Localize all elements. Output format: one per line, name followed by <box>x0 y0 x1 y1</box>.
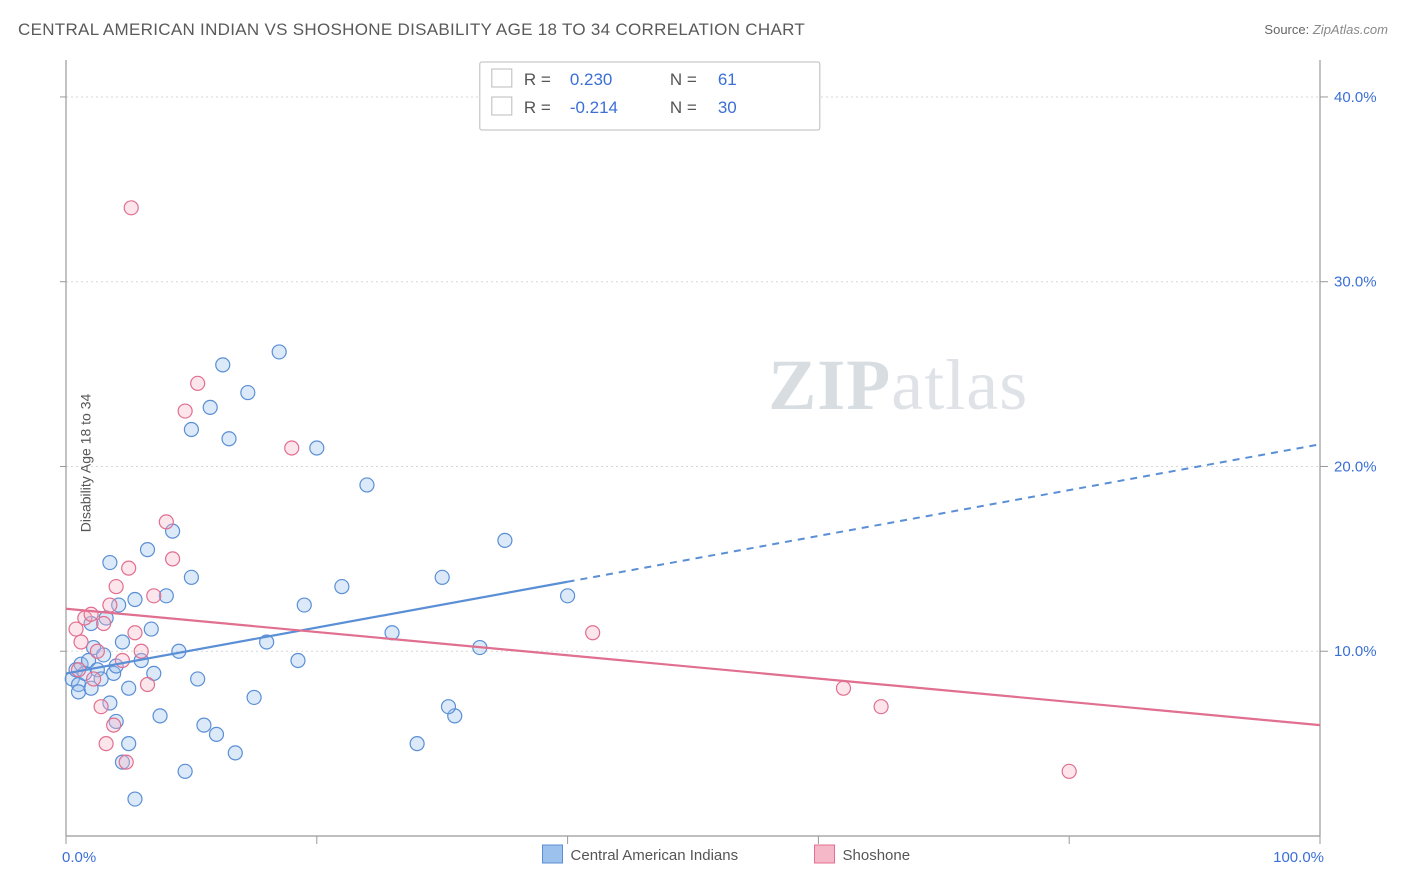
correlation-scatter-chart: ZIPatlas 0.0% 100.0% 10.0% 20.0% 30.0% 40.0% R … <box>18 52 1388 874</box>
stats-r-label: R = <box>524 98 551 117</box>
data-point <box>836 681 850 695</box>
data-point <box>203 400 217 414</box>
stats-n-label: N = <box>670 98 697 117</box>
data-point <box>122 737 136 751</box>
data-point <box>159 589 173 603</box>
data-point <box>178 764 192 778</box>
legend-label: Central American Indians <box>571 847 739 864</box>
stats-r-value: -0.214 <box>570 98 618 117</box>
data-point <box>144 622 158 636</box>
data-point <box>285 441 299 455</box>
source-label: Source: <box>1264 22 1309 37</box>
data-point <box>586 626 600 640</box>
data-point <box>159 515 173 529</box>
data-point <box>141 543 155 557</box>
x-tick-label: 100.0% <box>1273 849 1324 866</box>
data-point <box>153 709 167 723</box>
data-point <box>90 644 104 658</box>
data-point <box>141 677 155 691</box>
data-point <box>97 617 111 631</box>
data-point <box>435 570 449 584</box>
data-point <box>84 607 98 621</box>
data-point <box>72 685 86 699</box>
stats-r-label: R = <box>524 70 551 89</box>
data-point <box>184 570 198 584</box>
data-point <box>291 653 305 667</box>
data-point <box>191 672 205 686</box>
data-point <box>178 404 192 418</box>
y-tick-label: 20.0% <box>1334 458 1377 475</box>
data-point <box>122 681 136 695</box>
data-point <box>103 598 117 612</box>
data-point <box>107 718 121 732</box>
data-point <box>874 700 888 714</box>
stats-n-value: 61 <box>718 70 737 89</box>
data-point <box>360 478 374 492</box>
chart-title: CENTRAL AMERICAN INDIAN VS SHOSHONE DISA… <box>18 20 805 39</box>
data-point <box>272 345 286 359</box>
y-tick-label: 30.0% <box>1334 274 1377 291</box>
legend-label: Shoshone <box>843 847 911 864</box>
legend-swatch <box>815 845 835 863</box>
regression-line-extrapolated <box>568 444 1320 581</box>
data-point <box>124 201 138 215</box>
data-point <box>191 376 205 390</box>
y-tick-label: 40.0% <box>1334 89 1377 106</box>
data-point <box>99 737 113 751</box>
data-point <box>335 580 349 594</box>
data-point <box>134 644 148 658</box>
stats-swatch <box>492 97 512 115</box>
data-point <box>128 593 142 607</box>
data-point <box>410 737 424 751</box>
data-point <box>122 561 136 575</box>
data-point <box>87 672 101 686</box>
data-point <box>115 653 129 667</box>
data-point <box>216 358 230 372</box>
data-point <box>128 792 142 806</box>
data-point <box>115 635 129 649</box>
data-point <box>103 556 117 570</box>
source-attribution: Source: ZipAtlas.com <box>1264 22 1388 37</box>
data-point <box>147 589 161 603</box>
stats-n-value: 30 <box>718 98 737 117</box>
data-point <box>297 598 311 612</box>
y-tick-label: 10.0% <box>1334 643 1377 660</box>
x-tick-label: 0.0% <box>62 849 96 866</box>
data-point <box>209 727 223 741</box>
stats-n-label: N = <box>670 70 697 89</box>
data-point <box>119 755 133 769</box>
data-point <box>247 690 261 704</box>
chart-container: Disability Age 18 to 34 ZIPatlas 0.0% 100.… <box>18 52 1388 874</box>
source-value: ZipAtlas.com <box>1313 22 1388 37</box>
data-point <box>94 700 108 714</box>
data-point <box>166 552 180 566</box>
data-point <box>222 432 236 446</box>
data-point <box>109 580 123 594</box>
watermark: ZIPatlas <box>768 345 1028 425</box>
data-point <box>561 589 575 603</box>
data-point <box>197 718 211 732</box>
stats-legend-box: R = 0.230 N = 61 R = -0.214 N = 30 <box>480 62 820 130</box>
data-point <box>228 746 242 760</box>
data-point <box>498 533 512 547</box>
legend-swatch <box>543 845 563 863</box>
legend-bottom: Central American Indians Shoshone <box>543 845 911 864</box>
data-point <box>441 700 455 714</box>
data-point <box>310 441 324 455</box>
regression-line <box>66 609 1320 725</box>
data-point <box>1062 764 1076 778</box>
y-axis-label: Disability Age 18 to 34 <box>77 394 93 533</box>
data-point <box>74 635 88 649</box>
stats-swatch <box>492 69 512 87</box>
data-point <box>128 626 142 640</box>
data-point <box>184 423 198 437</box>
stats-r-value: 0.230 <box>570 70 613 89</box>
data-point <box>241 386 255 400</box>
